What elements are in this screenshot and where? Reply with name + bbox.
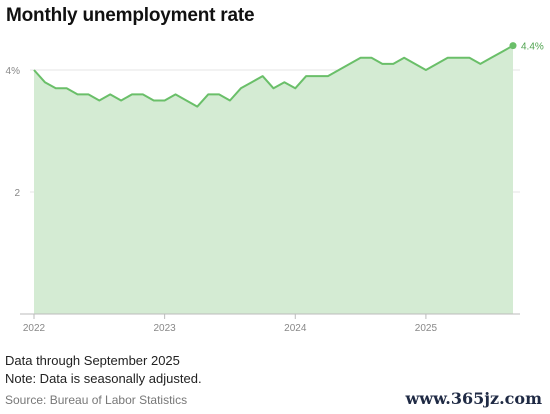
watermark: www.365jz.com — [405, 389, 542, 408]
data-through-note: Data through September 2025 — [5, 353, 180, 368]
seasonal-adjustment-note: Note: Data is seasonally adjusted. — [5, 371, 202, 386]
end-point-marker — [509, 42, 517, 50]
y-tick-label: 4% — [6, 66, 21, 77]
end-value-label: 4.4% — [521, 42, 544, 53]
series-line — [33, 44, 514, 108]
area-fill — [34, 45, 513, 314]
x-tick-label: 2023 — [154, 323, 177, 334]
x-tick-label: 2022 — [23, 323, 46, 334]
chart-title: Monthly unemployment rate — [6, 5, 255, 26]
source-note: Source: Bureau of Labor Statistics — [5, 393, 188, 407]
x-tick-label: 2025 — [415, 323, 438, 334]
y-tick-label: 2 — [14, 188, 20, 199]
x-tick-label: 2024 — [284, 323, 307, 334]
chart-notes: Data through September 2025 Note: Data i… — [5, 352, 202, 388]
